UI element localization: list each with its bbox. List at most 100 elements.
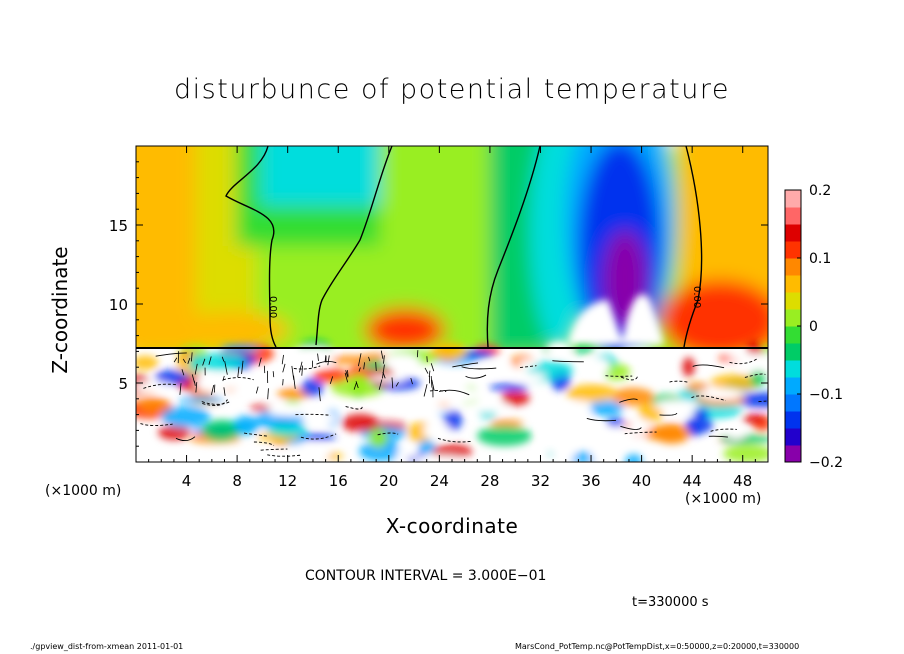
colorbar: 0.2 0.1 0 −0.1 −0.2 xyxy=(784,183,843,471)
x-unit-label-left: (×1000 m) xyxy=(45,483,122,499)
lower-field-blob xyxy=(418,439,436,454)
contour-lower xyxy=(222,377,254,381)
lower-field-blob xyxy=(368,428,389,448)
x-tick-label: 48 xyxy=(733,472,752,490)
colorbar-swatch xyxy=(785,224,801,242)
colorbar-swatch xyxy=(785,292,801,310)
colorbar-swatch xyxy=(785,360,801,378)
field-patch xyxy=(260,146,390,206)
lower-field-gap xyxy=(654,400,700,412)
contour-dense xyxy=(299,361,303,373)
lower-field-blob xyxy=(161,406,211,428)
contour-dense xyxy=(195,382,198,393)
plume-core xyxy=(568,294,664,345)
lower-field-gap xyxy=(301,412,337,425)
contour-dense xyxy=(282,363,286,373)
contour-dense xyxy=(430,376,433,388)
colorbar-tick-label: 0.1 xyxy=(809,251,831,267)
lower-field xyxy=(136,339,768,462)
colorbar-swatch xyxy=(785,309,801,327)
lower-field-blob xyxy=(693,408,709,418)
contour-lower xyxy=(624,431,657,435)
contour-dense xyxy=(222,375,225,382)
contour-dense xyxy=(382,364,385,379)
contour-label: 0.00 xyxy=(691,286,702,308)
contour-zero xyxy=(486,146,541,348)
contour-lower xyxy=(659,412,678,416)
lower-field-gap xyxy=(464,401,508,412)
lower-field-blob xyxy=(234,415,260,435)
footer-left-text: ./gpview_dist-from-xmean 2011-01-01 xyxy=(30,642,184,651)
lower-field-blob xyxy=(329,355,372,365)
x-tick-label: 44 xyxy=(683,472,702,490)
x-axis-label: X-coordinate xyxy=(385,514,519,538)
contour-dense xyxy=(395,382,399,387)
lower-field-gap xyxy=(423,421,450,440)
x-tick-label: 36 xyxy=(581,472,600,490)
colorbar-swatch xyxy=(785,343,801,361)
lower-field-gap xyxy=(541,425,591,436)
contour-dense xyxy=(355,381,359,389)
lower-field-blob xyxy=(642,425,685,441)
lower-field-blob xyxy=(682,357,695,377)
contour-dense xyxy=(347,370,349,377)
contour-dense xyxy=(391,377,394,389)
plume-core-patch xyxy=(568,300,624,345)
contour-dense xyxy=(353,382,357,390)
contour-dense xyxy=(282,379,284,386)
lower-field-gap xyxy=(290,347,335,360)
contour-lines: 0.00 0.00 xyxy=(136,146,768,457)
contour-dense xyxy=(221,356,225,362)
colorbar-swatch xyxy=(785,326,801,344)
contour-dense xyxy=(223,387,226,396)
lower-field-blob xyxy=(461,349,494,359)
contour-dense xyxy=(324,355,327,362)
contour-dense xyxy=(430,363,435,372)
lower-field-blob xyxy=(267,424,308,437)
contour-lower xyxy=(729,358,758,365)
contour-dense xyxy=(272,371,275,378)
lower-field-blob xyxy=(685,382,709,393)
x-tick-label: 4 xyxy=(182,472,192,490)
contour-lower xyxy=(438,389,470,396)
colorbar-swatch xyxy=(785,411,801,429)
lower-field-gap xyxy=(396,448,419,458)
lower-field-blob xyxy=(477,425,532,447)
contour-lower xyxy=(619,398,638,403)
contour-lower xyxy=(465,374,487,379)
contour-dense xyxy=(281,354,284,365)
contour-dense xyxy=(378,379,383,390)
colorbar-swatch xyxy=(785,241,801,259)
lower-field-blob xyxy=(443,409,463,431)
y-tick-label: 5 xyxy=(118,375,128,393)
lower-field-blob xyxy=(489,383,529,392)
lower-field-blob xyxy=(750,368,765,388)
contour-zero xyxy=(683,146,703,348)
lower-field-blob xyxy=(489,419,524,428)
lower-field-blob xyxy=(566,384,617,403)
colorbar-swatch xyxy=(785,190,801,208)
colorbar-swatch xyxy=(785,428,801,446)
contour-dense xyxy=(267,388,269,400)
contour-dense xyxy=(179,383,182,395)
contour-lower xyxy=(552,360,584,363)
contour-label: 0.00 xyxy=(267,296,278,318)
lower-field-gap xyxy=(588,358,610,375)
lower-field-gap xyxy=(552,446,576,462)
lower-field-gap xyxy=(470,364,518,374)
contour-dense xyxy=(329,376,334,385)
lower-field-blob xyxy=(588,400,624,416)
contour-dense xyxy=(380,350,384,359)
contour-lower xyxy=(293,365,321,370)
contour-lower xyxy=(300,433,337,440)
contour-lower xyxy=(669,380,689,383)
y-tick-label: 15 xyxy=(109,217,128,235)
contour-lower xyxy=(692,364,725,369)
lower-field-blob xyxy=(301,378,324,397)
lower-field-blob xyxy=(501,390,530,406)
contour-dense xyxy=(410,377,413,385)
contour-dense xyxy=(368,356,371,362)
lower-field-gap xyxy=(726,429,747,440)
lower-field-gap xyxy=(591,446,609,462)
